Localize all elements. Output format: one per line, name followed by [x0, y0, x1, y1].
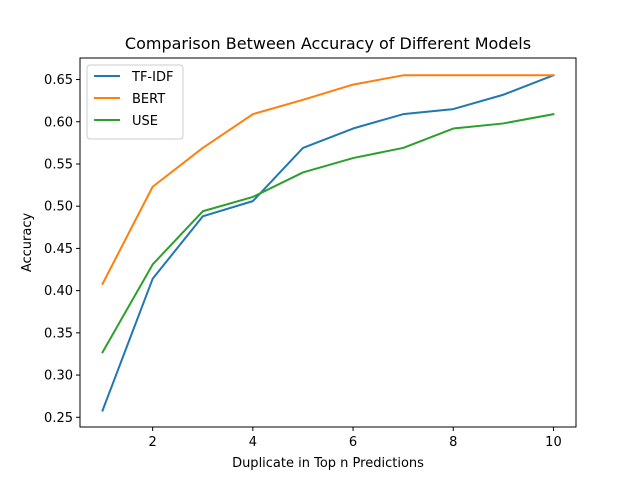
x-tick-label: 6	[349, 435, 357, 450]
y-tick-label: 0.30	[44, 369, 73, 384]
series-layer	[101, 74, 555, 412]
x-tick-label: 4	[249, 435, 257, 450]
legend-label: USE	[132, 114, 158, 129]
x-axis: 2 4 6 8 10	[149, 427, 562, 450]
y-tick-label: 0.55	[44, 157, 73, 172]
y-axis: 0.25 0.30 0.35 0.40 0.45 0.50 0.55 0.60 0.65	[44, 73, 80, 426]
y-tick-label: 0.65	[44, 73, 73, 88]
legend-label: TF-IDF	[131, 70, 173, 85]
x-tick-label: 8	[449, 435, 457, 450]
y-tick-label: 0.25	[44, 411, 73, 426]
x-tick-label: 10	[545, 435, 562, 450]
x-axis-label: Duplicate in Top n Predictions	[232, 456, 424, 471]
plot-area-frame	[79, 57, 577, 428]
chart-title: Comparison Between Accuracy of Different…	[125, 34, 531, 53]
series-line-tf-idf	[101, 74, 555, 412]
y-tick-label: 0.45	[44, 242, 73, 257]
y-tick-label: 0.35	[44, 326, 73, 341]
y-tick-label: 0.50	[44, 200, 73, 215]
series-line-bert	[101, 74, 555, 286]
x-tick-label: 2	[149, 435, 157, 450]
y-axis-label: Accuracy	[20, 213, 35, 273]
y-tick-label: 0.60	[44, 115, 73, 130]
series-line-use	[101, 112, 555, 354]
legend: TF-IDF BERT USE	[86, 64, 184, 140]
legend-label: BERT	[132, 92, 165, 107]
y-tick-label: 0.40	[44, 284, 73, 299]
